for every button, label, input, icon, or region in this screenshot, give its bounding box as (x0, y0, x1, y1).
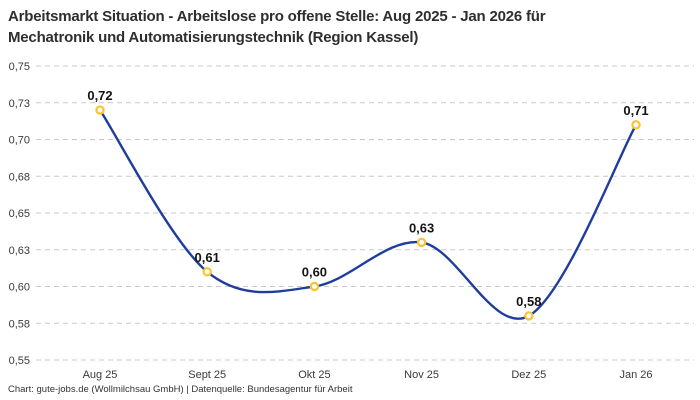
data-point-label: 0,63 (409, 220, 434, 235)
x-tick-label: Okt 25 (298, 369, 330, 381)
chart-source-credit: Chart: gute-jobs.de (Wollmilchsau GmbH) … (8, 384, 353, 395)
data-point-label: 0,61 (195, 250, 220, 265)
x-tick-label: Dez 25 (511, 369, 546, 381)
data-point-marker (202, 267, 212, 277)
y-tick-label: 0,70 (9, 135, 30, 147)
x-tick-label: Sept 25 (188, 369, 226, 381)
data-point-marker (309, 281, 320, 292)
data-point-marker (416, 237, 427, 248)
data-point-label: 0,71 (623, 103, 648, 118)
chart-title-line1: Arbeitsmarkt Situation - Arbeitslose pro… (8, 8, 546, 25)
y-tick-label: 0,60 (9, 282, 30, 294)
data-point-marker (524, 311, 534, 321)
x-tick-label: Nov 25 (404, 369, 439, 381)
y-tick-label: 0,65 (9, 208, 30, 220)
y-tick-label: 0,75 (9, 61, 30, 73)
y-tick-label: 0,73 (9, 98, 30, 110)
data-point-marker (631, 120, 641, 130)
x-tick-label: Aug 25 (83, 369, 118, 381)
y-tick-label: 0,58 (9, 318, 30, 330)
data-point-marker (95, 105, 105, 115)
data-point-label: 0,72 (87, 88, 112, 103)
y-tick-label: 0,63 (9, 245, 30, 257)
y-tick-label: 0,68 (9, 171, 30, 183)
data-point-label: 0,60 (302, 265, 327, 280)
x-tick-label: Jan 26 (619, 369, 652, 381)
chart-title: Arbeitsmarkt Situation - Arbeitslose pro… (8, 6, 688, 48)
chart-title-line2: Mechatronik und Automatisierungstechnik … (8, 29, 419, 46)
series-line (98, 108, 638, 320)
y-tick-label: 0,55 (9, 355, 30, 367)
data-point-label: 0,58 (516, 294, 541, 309)
